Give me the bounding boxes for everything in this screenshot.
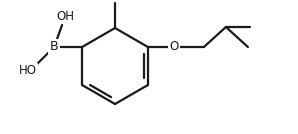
Text: OH: OH bbox=[56, 10, 74, 23]
Text: HO: HO bbox=[19, 64, 37, 77]
Text: F: F bbox=[112, 0, 118, 1]
Text: O: O bbox=[169, 40, 179, 53]
Text: B: B bbox=[50, 40, 58, 53]
